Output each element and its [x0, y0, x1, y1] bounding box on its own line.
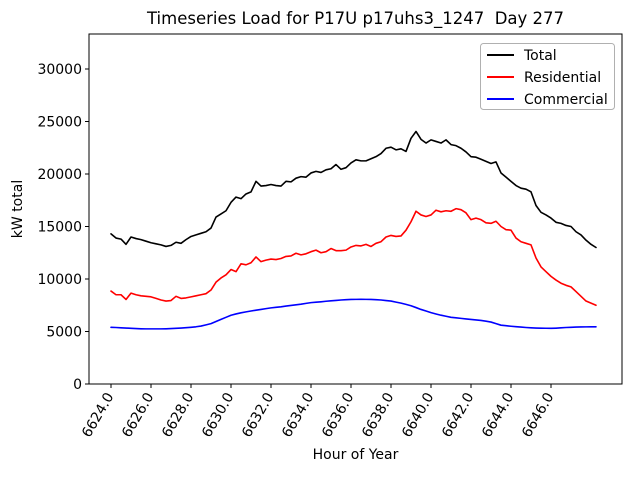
series-lines: [110, 130, 597, 330]
legend-entry-total: Total: [487, 48, 557, 64]
chart-title: Timeseries Load for P17U p17uhs3_1247 Da…: [146, 9, 564, 29]
y-tick-label: 5000: [46, 324, 82, 340]
x-tick-label: 6630.0: [199, 390, 237, 440]
y-tick-label: 25000: [37, 114, 82, 130]
series-line-residential: [110, 207, 597, 307]
y-tick-label: 10000: [37, 272, 82, 288]
y-axis-ticks: 0 5000 10000 15000 20000 25000 30000: [37, 62, 89, 393]
y-tick-label: 20000: [37, 167, 82, 183]
legend-entry-residential: Residential: [487, 70, 601, 86]
x-tick-label: 6642.0: [439, 390, 477, 440]
x-tick-label: 6646.0: [519, 390, 557, 440]
series-line-total: [110, 130, 597, 249]
x-tick-label: 6640.0: [399, 390, 437, 440]
y-tick-label: 15000: [37, 219, 82, 235]
x-tick-label: 6634.0: [279, 390, 317, 440]
legend-box: [480, 43, 615, 110]
legend-label-residential: Residential: [524, 70, 601, 86]
legend-label-commercial: Commercial: [524, 92, 608, 108]
x-axis-ticks: 6624.0 6626.0 6628.0 6630.0 6632.0 6634.0 6636…: [79, 384, 557, 440]
x-tick-label: 6626.0: [119, 390, 157, 440]
x-tick-label: 6624.0: [79, 390, 117, 440]
y-tick-label: 0: [73, 377, 82, 393]
legend-entry-commercial: Commercial: [487, 92, 608, 108]
y-tick-label: 30000: [37, 62, 82, 78]
x-tick-label: 6628.0: [159, 390, 197, 440]
x-tick-label: 6632.0: [239, 390, 277, 440]
x-axis-label: Hour of Year: [313, 447, 399, 463]
x-tick-label: 6644.0: [479, 390, 517, 440]
series-line-commercial: [110, 298, 597, 330]
legend: Total Residential Commercial: [480, 43, 615, 110]
x-tick-label: 6638.0: [359, 390, 397, 440]
x-tick-label: 6636.0: [319, 390, 357, 440]
y-axis-label: kW total: [10, 180, 26, 238]
legend-label-total: Total: [523, 48, 557, 64]
